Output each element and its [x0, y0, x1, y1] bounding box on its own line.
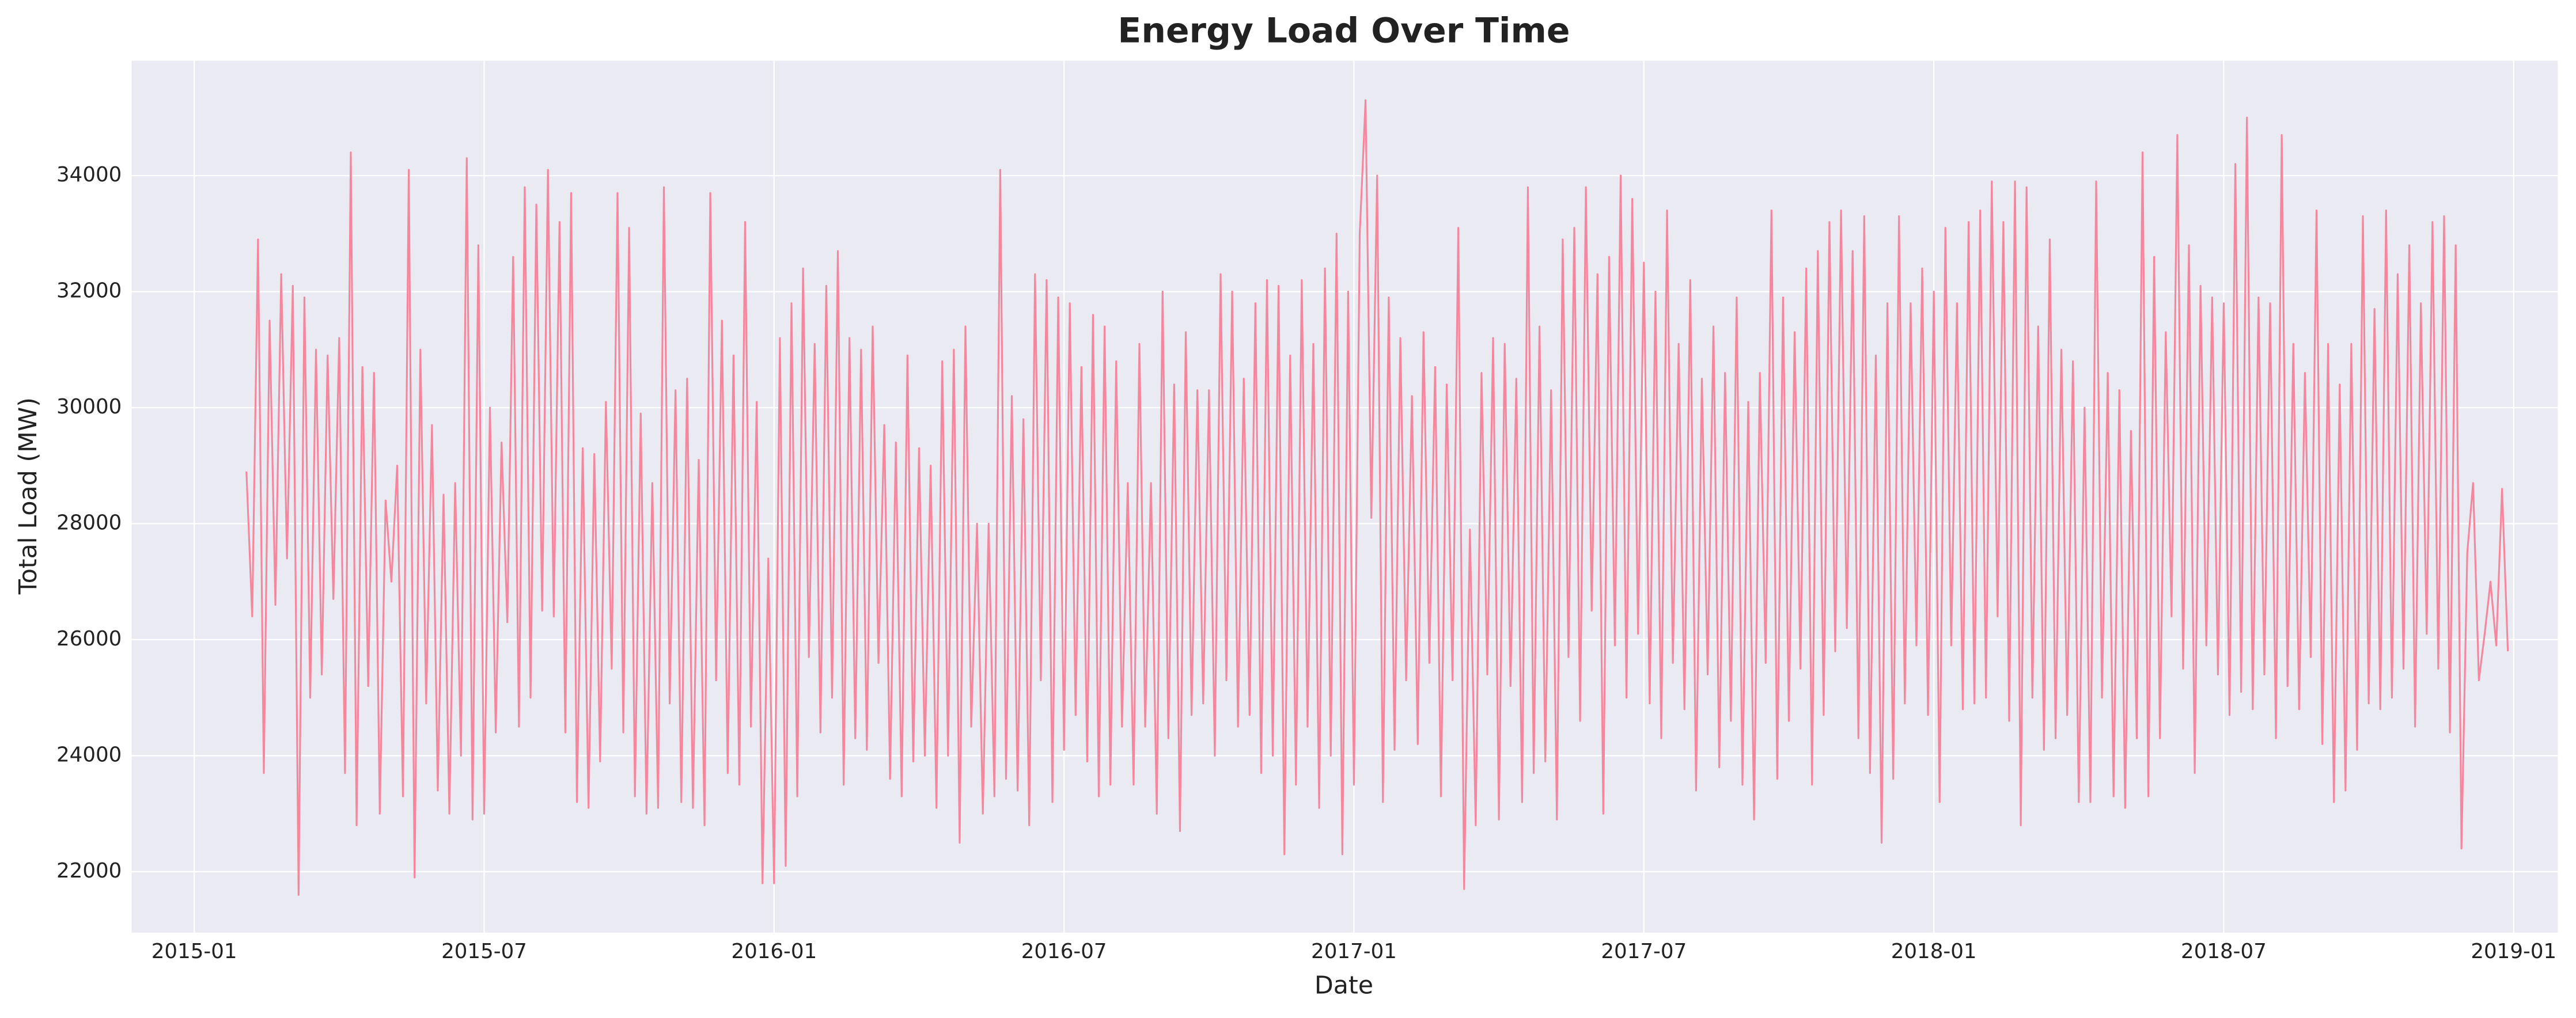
x-tick-label: 2017-07 [1601, 940, 1687, 963]
lines [245, 99, 2509, 896]
x-tick-label: 2017-01 [1311, 940, 1397, 963]
x-axis-label: Date [1314, 971, 1373, 1000]
y-tick-label: 26000 [56, 627, 122, 651]
plot-area [131, 60, 2558, 933]
x-tick-label: 2015-01 [151, 940, 237, 963]
chart-title: Energy Load Over Time [1117, 11, 1570, 51]
series-line [245, 99, 2509, 896]
y-tick-label: 32000 [56, 279, 122, 302]
labels: 22000 24000 26000 28000 30000 32000 34000 2015-… [56, 163, 2556, 963]
y-tick-label: 34000 [56, 163, 122, 187]
x-tick-label: 2016-01 [731, 940, 817, 963]
y-tick-label: 28000 [56, 511, 122, 534]
y-axis-label: Total Load (MW) [14, 397, 43, 595]
x-tick-label: 2018-07 [2181, 940, 2267, 963]
x-tick-label: 2019-01 [2471, 940, 2556, 963]
x-tick-label: 2018-01 [1891, 940, 1977, 963]
x-tick-label: 2015-07 [441, 940, 527, 963]
y-tick-label: 22000 [56, 859, 122, 883]
y-tick-label: 30000 [56, 395, 122, 419]
x-tick-label: 2016-07 [1021, 940, 1107, 963]
y-tick-label: 24000 [56, 743, 122, 766]
